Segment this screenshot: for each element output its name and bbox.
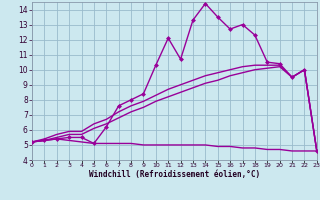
X-axis label: Windchill (Refroidissement éolien,°C): Windchill (Refroidissement éolien,°C) (89, 170, 260, 179)
